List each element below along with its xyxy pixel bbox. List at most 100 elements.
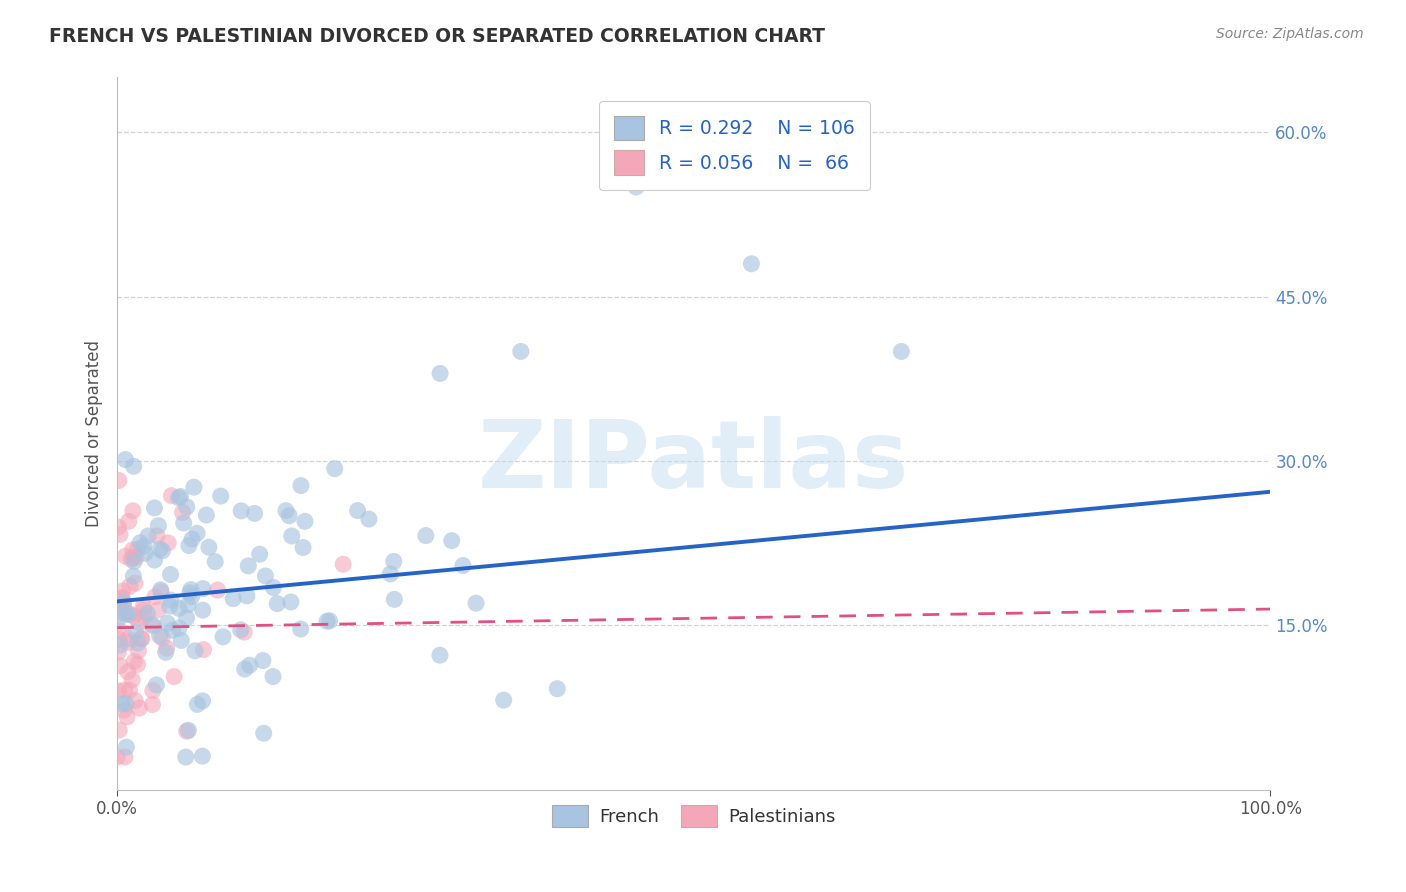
Point [124,654,146,668]
Text: ZIPatlas: ZIPatlas [478,417,910,508]
Point [124,576,146,591]
Point [114,607,136,621]
Point [127,643,149,657]
Point [105,750,128,764]
Point [180,590,202,604]
Point [184,644,207,658]
Point [114,683,136,698]
Point [143,553,166,567]
Point [107,683,129,698]
Point [118,579,141,593]
Point [118,607,141,621]
Point [149,584,172,599]
Point [160,489,183,503]
Point [122,554,145,568]
Point [114,697,136,711]
Point [415,528,437,542]
Point [143,590,166,604]
Point [380,566,402,581]
Point [546,681,568,696]
Point [332,558,354,572]
Point [159,567,181,582]
Point [890,344,912,359]
Point [294,514,316,528]
Point [107,645,129,659]
Point [139,617,162,632]
Point [155,645,177,659]
Point [108,474,131,488]
Point [292,541,315,555]
Point [141,698,163,712]
Point [173,516,195,530]
Text: Source: ZipAtlas.com: Source: ZipAtlas.com [1216,27,1364,41]
Point [167,601,190,615]
Point [115,740,138,755]
Point [131,632,153,646]
Point [212,630,235,644]
Point [280,595,302,609]
Point [169,490,191,504]
Point [157,536,180,550]
Point [186,526,208,541]
Point [122,608,145,623]
Point [111,591,134,605]
Point [382,554,405,568]
Point [186,698,208,712]
Point [152,543,174,558]
Point [120,552,142,566]
Point [127,636,149,650]
Point [111,697,134,711]
Point [429,648,451,663]
Point [128,615,150,630]
Point [323,461,346,475]
Point [253,726,276,740]
Point [129,632,152,646]
Point [142,683,165,698]
Point [107,623,129,637]
Point [156,616,179,631]
Point [107,520,129,534]
Point [159,599,181,614]
Point [209,489,232,503]
Point [181,532,204,546]
Point [146,529,169,543]
Point [111,584,134,599]
Point [112,599,135,614]
Point [290,622,312,636]
Point [108,632,131,647]
Point [118,514,141,528]
Point [107,612,129,626]
Point [243,507,266,521]
Point [198,540,221,554]
Point [160,593,183,607]
Point [115,710,138,724]
Point [132,540,155,554]
Point [266,597,288,611]
Point [278,508,301,523]
Point [127,657,149,672]
Point [162,623,184,637]
Point [167,621,190,635]
Point [150,631,173,645]
Point [451,558,474,573]
Point [148,603,170,617]
Point [239,658,262,673]
Point [262,581,284,595]
Point [229,623,252,637]
Point [177,723,200,738]
Point [318,614,340,628]
Point [346,503,368,517]
Point [132,610,155,624]
Point [117,632,139,646]
Point [148,518,170,533]
Point [183,480,205,494]
Point [236,589,259,603]
Point [108,638,131,652]
Point [110,600,132,615]
Point [624,180,647,194]
Point [740,257,762,271]
Point [125,550,148,565]
Point [114,750,136,764]
Point [509,344,531,359]
Point [114,452,136,467]
